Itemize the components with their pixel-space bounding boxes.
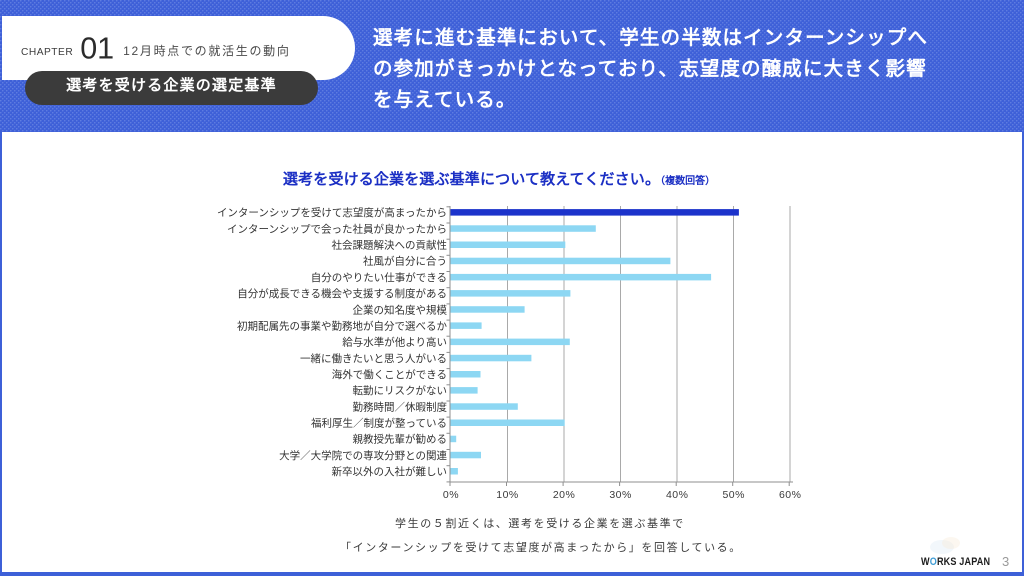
svg-text:大学／大学院での専攻分野との関連: 大学／大学院での専攻分野との関連 bbox=[279, 449, 447, 462]
svg-text:社会課題解決への貢献性: 社会課題解決への貢献性 bbox=[332, 239, 448, 252]
svg-text:インターンシップを受けて志望度が高まったから: インターンシップを受けて志望度が高まったから bbox=[217, 206, 447, 219]
svg-text:40%: 40% bbox=[666, 489, 689, 501]
svg-text:新卒以外の入社が難しい: 新卒以外の入社が難しい bbox=[332, 465, 448, 478]
svg-text:20%: 20% bbox=[553, 489, 576, 501]
svg-text:一緒に働きたいと思う人がいる: 一緒に働きたいと思う人がいる bbox=[300, 352, 447, 365]
svg-text:50%: 50% bbox=[722, 489, 745, 501]
svg-text:60%: 60% bbox=[779, 489, 802, 501]
svg-text:福利厚生／制度が整っている: 福利厚生／制度が整っている bbox=[311, 417, 447, 430]
svg-text:企業の知名度や規模: 企業の知名度や規模 bbox=[353, 303, 448, 316]
svg-text:親教授先輩が勧める: 親教授先輩が勧める bbox=[353, 433, 448, 446]
svg-text:自分が成長できる機会や支援する制度がある: 自分が成長できる機会や支援する制度がある bbox=[237, 287, 447, 300]
svg-text:勤務時間／休暇制度: 勤務時間／休暇制度 bbox=[353, 400, 448, 413]
svg-text:初期配属先の事業や勤務地が自分で選べるか: 初期配属先の事業や勤務地が自分で選べるか bbox=[237, 320, 447, 333]
svg-text:海外で働くことができる: 海外で働くことができる bbox=[332, 368, 447, 381]
svg-text:給与水準が他より高い: 給与水準が他より高い bbox=[342, 336, 447, 349]
svg-text:0%: 0% bbox=[443, 489, 459, 501]
svg-text:社風が自分に合う: 社風が自分に合う bbox=[363, 255, 447, 268]
svg-text:自分のやりたい仕事ができる: 自分のやりたい仕事ができる bbox=[311, 271, 447, 284]
svg-text:30%: 30% bbox=[609, 489, 632, 501]
svg-text:転勤にリスクがない: 転勤にリスクがない bbox=[353, 384, 448, 397]
svg-text:インターンシップで会った社員が良かったから: インターンシップで会った社員が良かったから bbox=[227, 222, 447, 235]
svg-text:10%: 10% bbox=[496, 489, 519, 501]
